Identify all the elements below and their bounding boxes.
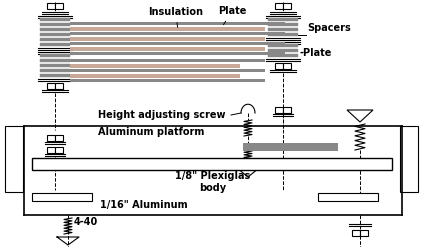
Bar (32, 158, 391, 170)
Text: Spacers: Spacers (306, 23, 350, 33)
Bar (55, 147, 63, 153)
Text: 4-40: 4-40 (74, 217, 98, 227)
Bar (70, 37, 265, 41)
Text: Insulation: Insulation (148, 7, 202, 27)
Bar (317, 193, 377, 201)
Bar (55, 3, 63, 9)
Bar (268, 44, 297, 47)
Bar (274, 107, 282, 113)
Bar (274, 3, 282, 9)
Bar (70, 74, 239, 78)
Text: Height adjusting screw: Height adjusting screw (98, 110, 225, 120)
Text: Aluminum platform: Aluminum platform (98, 127, 204, 137)
Bar (268, 18, 297, 21)
Bar (274, 63, 282, 69)
Bar (268, 49, 297, 52)
Bar (70, 69, 265, 72)
Bar (32, 193, 92, 201)
Bar (55, 135, 63, 141)
Bar (70, 79, 265, 82)
Text: -Plate: -Plate (299, 48, 331, 58)
Bar (40, 43, 70, 46)
Bar (70, 52, 284, 55)
Bar (268, 33, 297, 36)
Bar (70, 42, 284, 45)
Bar (70, 64, 239, 68)
Text: 1/16" Aluminum: 1/16" Aluminum (100, 200, 187, 210)
Bar (268, 54, 297, 57)
Bar (70, 59, 265, 62)
Bar (40, 28, 70, 31)
Bar (40, 33, 70, 36)
Bar (40, 69, 70, 72)
Bar (47, 147, 55, 153)
Text: Plate: Plate (218, 6, 246, 25)
Bar (351, 230, 359, 236)
Polygon shape (346, 110, 372, 122)
Text: 1/8" Plexiglas
body: 1/8" Plexiglas body (175, 171, 250, 193)
Bar (40, 23, 70, 26)
Bar (268, 28, 297, 31)
Bar (40, 18, 70, 21)
Bar (282, 3, 290, 9)
Bar (282, 107, 290, 113)
Bar (70, 32, 284, 35)
Bar (70, 27, 265, 31)
Bar (359, 230, 367, 236)
Bar (40, 74, 70, 77)
Bar (47, 3, 55, 9)
Bar (282, 63, 290, 69)
Bar (268, 23, 297, 26)
Bar (70, 22, 284, 25)
Bar (399, 126, 417, 192)
Bar (40, 59, 70, 62)
Bar (5, 126, 23, 192)
Bar (47, 83, 55, 89)
Bar (70, 47, 265, 51)
Bar (242, 143, 337, 151)
Bar (47, 135, 55, 141)
Bar (40, 54, 70, 57)
Bar (40, 38, 70, 41)
Bar (40, 64, 70, 67)
Bar (55, 83, 63, 89)
